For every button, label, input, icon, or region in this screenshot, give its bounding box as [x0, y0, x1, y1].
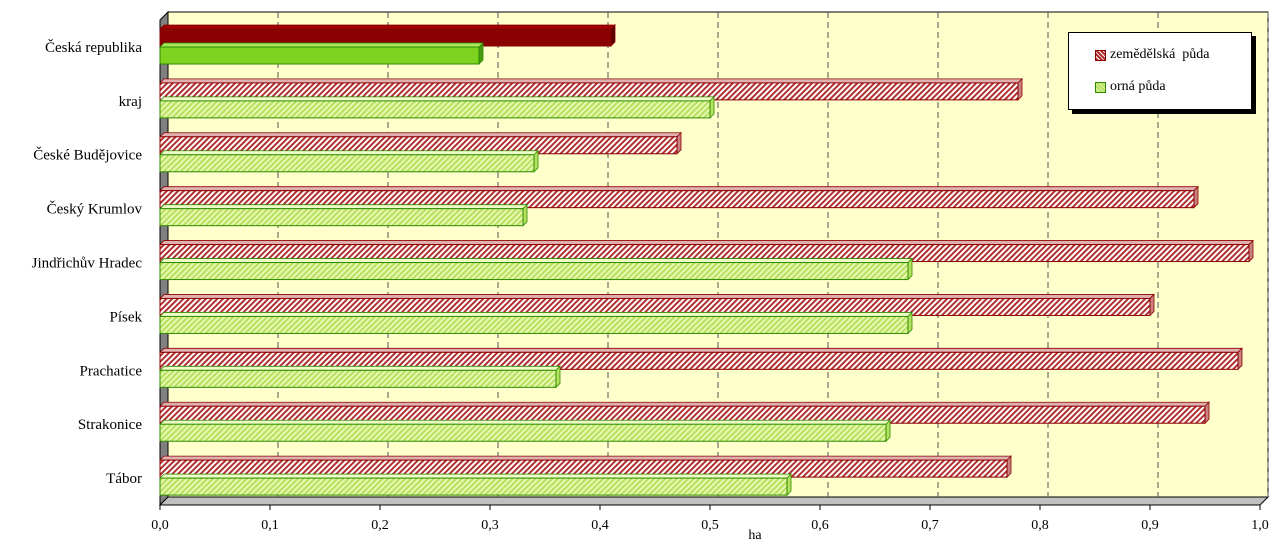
bar-zemedelska-side: [1193, 185, 1199, 209]
bar-orna: [159, 419, 891, 443]
bar-orna-side: [786, 473, 792, 497]
bar-orna-top: [159, 312, 913, 317]
x-tick-label: 0,8: [1031, 518, 1049, 533]
bar-orna: [159, 257, 913, 281]
category-label: Prachatice: [80, 363, 143, 379]
bar-zemedelska-front: [159, 190, 1195, 209]
category-label: Písek: [109, 309, 142, 325]
x-tick-label: 1,0: [1251, 518, 1269, 533]
bar-zemedelska-side: [1149, 293, 1155, 317]
x-tick-label: 0,3: [481, 518, 499, 533]
x-tick-label: 0,2: [371, 518, 389, 533]
bar-orna-top: [159, 96, 715, 102]
category-label: Tábor: [106, 471, 142, 487]
bar-orna-front: [159, 477, 788, 496]
legend-item-zemedelska: zemědělská půda: [1095, 47, 1210, 63]
bar-zemedelska-top: [159, 132, 682, 138]
bar-orna-front: [159, 369, 557, 388]
category-label: Strakonice: [78, 417, 142, 433]
x-tick-label: 0,1: [261, 518, 279, 533]
bar-orna-side: [907, 257, 913, 281]
bar-orna-side: [533, 149, 539, 173]
bar-orna: [159, 95, 715, 119]
bar-orna-front: [159, 262, 909, 281]
bar-orna: [159, 311, 913, 335]
bar-orna-top: [159, 42, 484, 48]
bar-zemedelska-side: [1006, 455, 1012, 479]
category-label: kraj: [119, 94, 142, 110]
bar-orna-top: [159, 258, 913, 263]
x-tick-label: 0,7: [921, 518, 939, 533]
bars: [159, 24, 1254, 497]
bar-orna: [159, 149, 539, 173]
category-labels: Česká republika kraj České Budějovice Český…: [32, 39, 143, 487]
bar-orna-front: [159, 208, 524, 227]
bar-zemedelska: [159, 185, 1199, 209]
bar-zemedelska-side: [1248, 239, 1254, 263]
bar-zemedelska: [159, 77, 1023, 101]
legend-swatch-orna: [1095, 81, 1106, 93]
x-tick-label: 0,0: [151, 518, 169, 533]
bar-orna-front: [159, 154, 535, 173]
bar-zemedelska: [159, 239, 1254, 263]
legend-label-orna: orná půda: [1110, 79, 1166, 94]
bar-orna-top: [159, 365, 561, 371]
bar-zemedelska-top: [159, 455, 1012, 461]
bar-zemedelska-top: [159, 78, 1023, 84]
bar-orna: [159, 203, 528, 227]
bar-orna-front: [159, 46, 480, 65]
bar-zemedelska-side: [1204, 401, 1210, 425]
bar-zemedelska-side: [676, 131, 682, 155]
bar-orna: [159, 365, 561, 389]
legend-label-zemedelska: zemědělská půda: [1110, 47, 1210, 62]
x-axis-title: ha: [748, 528, 762, 541]
bar-zemedelska-top: [159, 401, 1210, 407]
x-tick-label: 0,9: [1141, 518, 1159, 533]
legend-item-orna: orná půda: [1095, 79, 1166, 95]
category-label: Jindřichův Hradec: [32, 256, 143, 272]
bar-orna-front: [159, 315, 909, 334]
bar-zemedelska-top: [159, 186, 1199, 192]
x-tick-labels: 0,0 0,1 0,2 0,3 0,4 0,5 0,6 0,7 0,8 0,9 1,0: [151, 504, 1269, 533]
bar-zemedelska: [159, 455, 1012, 479]
x-tick-label: 0,4: [591, 518, 609, 533]
bar-orna-side: [709, 95, 715, 119]
category-label: České Budějovice: [33, 147, 142, 164]
bar-zemedelska-front: [159, 351, 1239, 370]
bar-zemedelska-top: [159, 347, 1243, 353]
bar-orna-side: [478, 42, 484, 65]
bar-zemedelska-top: [159, 240, 1254, 245]
bar-orna-side: [885, 419, 891, 443]
bar-orna-front: [159, 100, 711, 119]
bar-zemedelska-top: [159, 294, 1155, 299]
bar-orna-side: [907, 311, 913, 335]
floor: [158, 496, 1270, 506]
x-tick-label: 0,5: [701, 518, 719, 533]
bar-orna-top: [159, 204, 528, 210]
bar-orna-top: [159, 150, 539, 156]
bar-zemedelska: [159, 401, 1210, 425]
category-label: Český Krumlov: [47, 201, 143, 218]
legend-swatch-zemedelska: [1095, 49, 1106, 61]
bar-orna-top: [159, 419, 891, 425]
bar-zemedelska: [159, 347, 1243, 371]
bar-orna-front: [159, 423, 887, 442]
x-tick-label: 0,6: [811, 518, 829, 533]
bar-orna: [159, 42, 484, 65]
bar-zemedelska-side: [610, 24, 616, 47]
bar-orna-side: [522, 203, 528, 227]
bar-orna-top: [159, 473, 792, 479]
legend: zemědělská půda orná půda: [1068, 32, 1252, 110]
bar-zemedelska-top: [159, 24, 616, 30]
bar-orna-side: [555, 365, 561, 389]
bar-orna: [159, 473, 792, 497]
category-label: Česká republika: [45, 39, 142, 56]
bar-zemedelska-side: [1017, 77, 1023, 101]
bar-zemedelska-side: [1237, 347, 1243, 371]
